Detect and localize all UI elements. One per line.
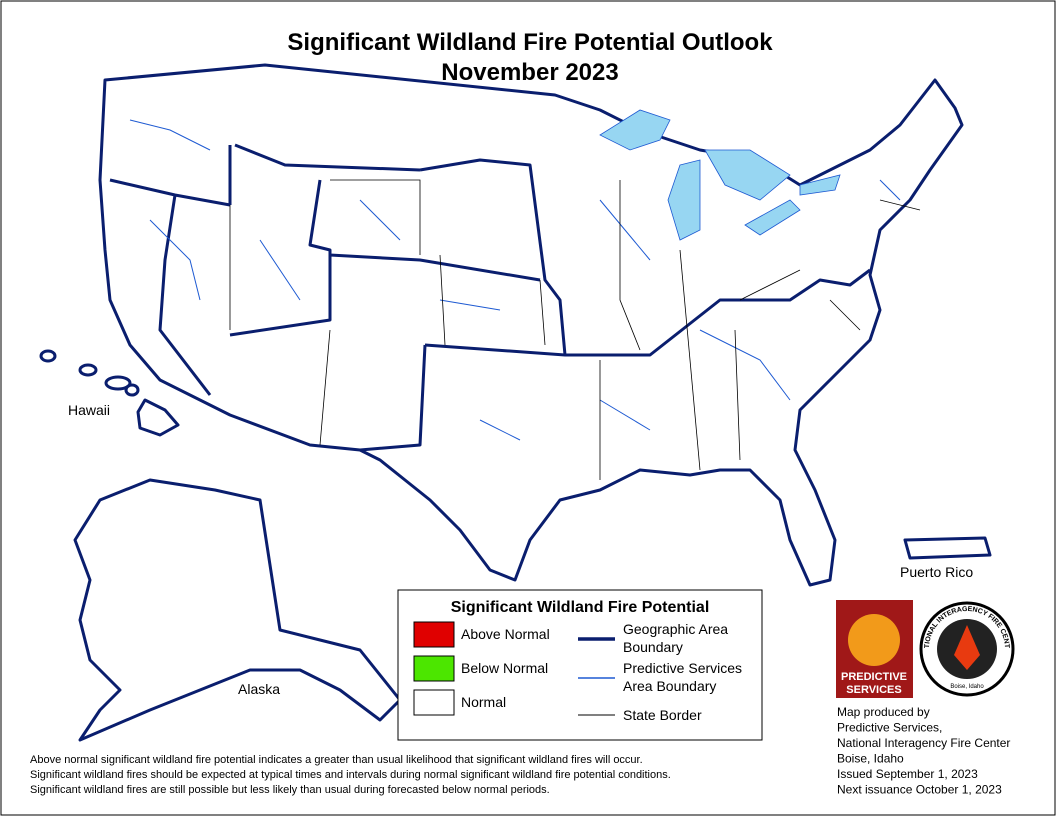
footnote: Above normal significant wildland fire p… [30,754,671,796]
legend-label: State Border [623,707,702,723]
legend: Significant Wildland Fire Potential Abov… [397,589,763,741]
legend-label: Below Normal [461,660,548,676]
credit-line: Predictive Services, [837,721,942,735]
legend-label-line: Area Boundary [623,678,716,694]
nifc-flame [954,625,980,670]
credit-line: Issued September 1, 2023 [837,767,978,781]
legend-label: Normal [461,694,506,710]
footnote-line: Significant wildland fires are still pos… [30,784,550,796]
subtitle: November 2023 [441,59,618,86]
island [124,383,140,397]
island [136,398,180,437]
legend-label-line: Geographic Area [623,621,728,637]
legend-label: Above Normal [461,626,550,642]
psa-boundaries [129,119,901,441]
alaska-label: Alaska [238,681,280,697]
footnote-line: Significant wildland fires should be exp… [30,769,671,781]
legend-swatch [413,621,455,648]
legend-label-line: Boundary [623,639,683,655]
island [78,363,98,377]
logo-flame [848,614,900,666]
hawaii-label: Hawaii [68,402,110,418]
footnote-line: Above normal significant wildland fire p… [30,754,643,766]
legend-title: Significant Wildland Fire Potential [451,599,710,616]
credit-line: Next issuance October 1, 2023 [837,783,1002,797]
legend-swatch [413,689,455,716]
nifc-city: Boise, Idaho [950,684,984,690]
logo-text: PREDICTIVE [841,671,907,683]
gacc-boundaries [109,143,871,452]
great-lakes [599,109,841,241]
state-borders [229,179,921,480]
legend-swatch [413,655,455,682]
credit-line: National Interagency Fire Center [837,736,1010,750]
island [104,375,132,391]
credit-line: Map produced by [837,705,930,719]
alaska-outline [73,478,402,742]
credits: Map produced by Predictive Services,Natio… [837,705,1010,797]
puerto-rico-label: Puerto Rico [900,564,973,580]
hawaii-islands [39,349,180,437]
legend-label-line: Predictive Services [623,660,742,676]
puerto-rico-outline [903,536,992,560]
island [39,349,57,363]
logo-text: SERVICES [846,684,901,696]
title: Significant Wildland Fire Potential Outl… [287,29,773,56]
credit-line: Boise, Idaho [837,752,904,766]
conus-outline [98,63,964,587]
map: Hawaii Alaska Puerto Rico [39,63,992,742]
legend-label: Geographic Area Boundary [623,621,728,655]
legend-label: Predictive Services Area Boundary [623,660,742,694]
